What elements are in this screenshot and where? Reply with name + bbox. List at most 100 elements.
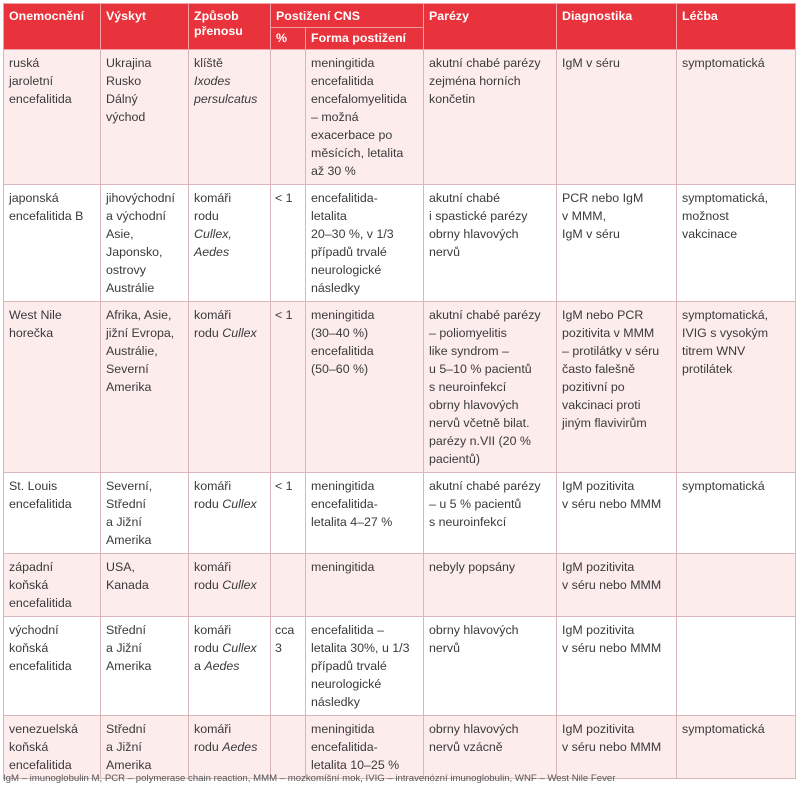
cell-occurrence-line: Amerika — [106, 758, 152, 772]
cell-paresis-line: obrny hlavových — [429, 722, 519, 736]
cell-occurrence-line: jižní Evropa, — [106, 326, 175, 340]
cell-transmission-line: persulcatus — [194, 90, 265, 108]
cell-cns-form-line: následky — [311, 281, 360, 295]
cell-paresis: obrny hlavových nervů — [423, 616, 557, 716]
header-cns: Postižení CNS — [270, 3, 424, 28]
table-row: japonská encefalitida B jihovýchodní a vých… — [3, 184, 796, 302]
cell-disease-line: encefalitida — [9, 659, 72, 673]
cell-transmission: komáři rodu Cullex a Aedes — [188, 616, 271, 716]
cell-transmission-line: Cullex, — [194, 225, 265, 243]
cell-occurrence: jihovýchodní a východní Asie, Japonsko, ostr… — [100, 184, 189, 302]
cell-transmission-line: komáři — [194, 306, 265, 324]
header-row: Onemocnění Výskyt Způsob přenosu Postiže… — [3, 3, 796, 50]
cell-cns-percent — [270, 715, 306, 779]
cell-cns-form-line: encefalitida — [311, 344, 374, 358]
cell-cns-form-line: 20–30 %, v 1/3 — [311, 227, 394, 241]
cell-diagnostics-line: pozitivní po — [562, 380, 625, 394]
cell-diagnostics-line: v séru nebo MMM — [562, 740, 662, 754]
transmission-text: Cullex — [222, 497, 257, 511]
cell-treatment: symptomatická — [676, 715, 796, 779]
cell-treatment-line: symptomatická, — [682, 308, 769, 322]
cell-cns-form-line: meningitida — [311, 56, 375, 70]
cell-occurrence-line: ostrovy — [106, 263, 146, 277]
cell-cns-percent-line: 3 — [275, 641, 282, 655]
cell-cns-form-line: až 30 % — [311, 164, 356, 178]
cell-diagnostics-line: vakcinaci proti — [562, 398, 641, 412]
cell-occurrence-line: a Jižní — [106, 515, 142, 529]
cell-disease-line: encefalitida B — [9, 209, 84, 223]
transmission-text: rodu — [194, 578, 223, 592]
cell-disease-line: východní — [9, 623, 59, 637]
cell-paresis: akutní chabé parézy zejména horních končet… — [423, 49, 557, 185]
cell-cns-form-line: případů trvalé — [311, 245, 387, 259]
cell-diagnostics-line: IgM pozitivita — [562, 722, 635, 736]
cell-disease-line: západní — [9, 560, 54, 574]
cell-occurrence-line: Střední — [106, 722, 146, 736]
footnote: IgM – imunoglobulin M, PCR – polymerase … — [3, 773, 616, 784]
cell-occurrence: Ukrajina Rusko Dálný východ — [100, 49, 189, 185]
cell-occurrence-line: a Jižní — [106, 740, 142, 754]
cell-paresis-line: pacientů) — [429, 452, 480, 466]
cell-cns-form-line: letalita — [311, 209, 347, 223]
transmission-text: Cullex — [222, 641, 257, 655]
cell-disease-line: St. Louis — [9, 479, 58, 493]
transmission-text: Aedes — [222, 740, 258, 754]
cell-paresis: obrny hlavových nervů vzácně — [423, 715, 557, 779]
cell-paresis-line: obrny hlavových — [429, 623, 519, 637]
cell-cns-percent-line: < 1 — [275, 191, 293, 205]
cell-cns-form-line: encefalitida- — [311, 740, 378, 754]
table-row: venezuelská koňská encefalitida Střední a Ji… — [3, 715, 796, 779]
cell-disease-line: West Nile — [9, 308, 62, 322]
header-occurrence: Výskyt — [100, 3, 189, 50]
cell-transmission-line: komáři — [194, 558, 265, 576]
cell-diagnostics-line: IgM pozitivita — [562, 560, 635, 574]
cell-transmission-line: rodu Cullex — [194, 495, 265, 513]
table-row: východní koňská encefalitida Střední a Jižní… — [3, 616, 796, 716]
transmission-text: rodu — [194, 641, 223, 655]
cell-cns-form-line: encefalomyelitida — [311, 92, 407, 106]
cell-occurrence: Severní, Střední a Jižní Amerika — [100, 472, 189, 554]
transmission-text: Aedes — [194, 245, 230, 259]
cell-transmission-line: a Aedes — [194, 657, 265, 675]
cell-paresis-line: – poliomyelitis — [429, 326, 507, 340]
cell-occurrence-line: Kanada — [106, 578, 149, 592]
cell-disease: St. Louis encefalitida — [3, 472, 101, 554]
cell-treatment: symptomatická — [676, 472, 796, 554]
cell-transmission-line: rodu Aedes — [194, 738, 265, 756]
cell-cns-form-line: letalita 10–25 % — [311, 758, 400, 772]
cell-disease-line: encefalitida — [9, 758, 72, 772]
cell-transmission: komáři rodu Cullex, Aedes — [188, 184, 271, 302]
cell-cns-form-line: encefalitida- — [311, 191, 378, 205]
cell-paresis: akutní chabé parézy – poliomyelitis like s… — [423, 301, 557, 473]
cell-paresis-line: akutní chabé parézy — [429, 479, 541, 493]
cell-cns-form: meningitida (30–40 %) encefalitida (50–60 %… — [305, 301, 424, 473]
cell-treatment-line: možnost — [682, 209, 729, 223]
cell-treatment-line: symptomatická — [682, 479, 765, 493]
cell-paresis-line: nervů — [429, 245, 460, 259]
cell-cns-form: meningitida encefalitida encefalomyelitida… — [305, 49, 424, 185]
transmission-text: persulcatus — [194, 92, 258, 106]
cell-occurrence-line: Amerika — [106, 380, 152, 394]
cell-diagnostics-line: v séru nebo MMM — [562, 497, 662, 511]
cell-cns-form: meningitida encefalitida-letalita 10–25 % — [305, 715, 424, 779]
transmission-text: a — [194, 659, 205, 673]
cell-disease: západní koňská encefalitida — [3, 553, 101, 617]
header-paresis: Parézy — [423, 3, 557, 50]
cell-cns-percent-line: < 1 — [275, 479, 293, 493]
cell-cns-form-line: meningitida — [311, 560, 375, 574]
transmission-text: Aedes — [204, 659, 240, 673]
cell-cns-form-line: měsících, letalita — [311, 146, 404, 160]
encephalitis-table: Onemocnění Výskyt Způsob přenosu Postiže… — [3, 3, 796, 779]
header-transmission-line: přenosu — [194, 24, 243, 38]
cell-occurrence-line: východ — [106, 110, 146, 124]
cell-occurrence-line: Dálný — [106, 92, 138, 106]
cell-diagnostics-line: v séru nebo MMM — [562, 578, 662, 592]
cell-paresis-line: nervů včetně bilat. — [429, 416, 530, 430]
cell-treatment-line: protilátek — [682, 362, 733, 376]
cell-paresis-line: nervů — [429, 641, 460, 655]
cell-paresis-line: obrny hlavových — [429, 227, 519, 241]
header-treatment: Léčba — [676, 3, 796, 50]
cell-occurrence-line: a východní — [106, 209, 166, 223]
cell-treatment-line: IVIG s vysokým — [682, 326, 769, 340]
